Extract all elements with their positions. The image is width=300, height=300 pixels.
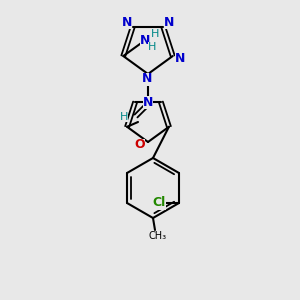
Text: H: H bbox=[151, 29, 160, 39]
Text: N: N bbox=[142, 73, 152, 85]
Text: N: N bbox=[140, 34, 151, 46]
Text: N: N bbox=[143, 95, 153, 109]
Text: N: N bbox=[164, 16, 175, 29]
Text: H: H bbox=[120, 112, 128, 122]
Text: Cl: Cl bbox=[152, 196, 166, 209]
Text: H: H bbox=[148, 42, 157, 52]
Text: N: N bbox=[175, 52, 185, 64]
Text: N: N bbox=[122, 16, 132, 29]
Text: O: O bbox=[135, 139, 145, 152]
Text: CH₃: CH₃ bbox=[149, 231, 167, 241]
